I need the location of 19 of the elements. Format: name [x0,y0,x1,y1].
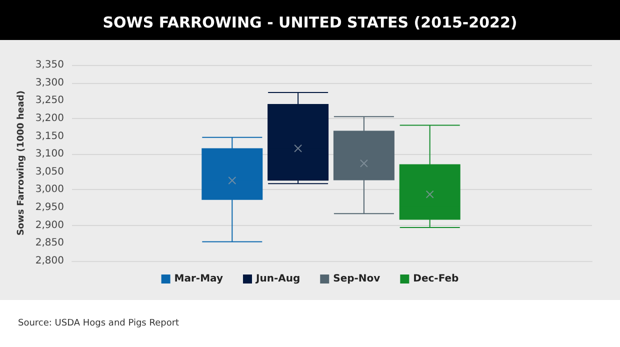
y-tick-label: 3,250 [35,95,64,106]
y-tick-label: 3,000 [35,184,64,196]
y-tick-label: 2,850 [35,238,64,249]
legend-label: Sep-Nov [333,274,381,284]
y-tick-label: 3,200 [35,112,64,124]
source-note: Source: USDA Hogs and Pigs Report [18,318,180,328]
y-tick-label: 3,050 [35,166,64,178]
chart-title: SOWS FARROWING - UNITED STATES (2015-2022) [102,14,518,32]
legend-label: Mar-May [174,274,224,284]
y-tick-label: 2,950 [35,202,64,214]
y-tick-label: 3,150 [35,130,64,142]
y-tick-label: 3,350 [35,60,64,70]
legend-label: Dec-Feb [413,274,459,284]
y-axis-title: Sows Farrowing (1000 head) [16,90,26,236]
y-tick-label: 2,900 [35,220,64,231]
legend-label: Jun-Aug [254,274,300,284]
y-tick-label: 3,100 [35,148,64,160]
y-tick-label: 3,300 [35,77,64,88]
y-tick-label: 2,800 [35,256,64,266]
